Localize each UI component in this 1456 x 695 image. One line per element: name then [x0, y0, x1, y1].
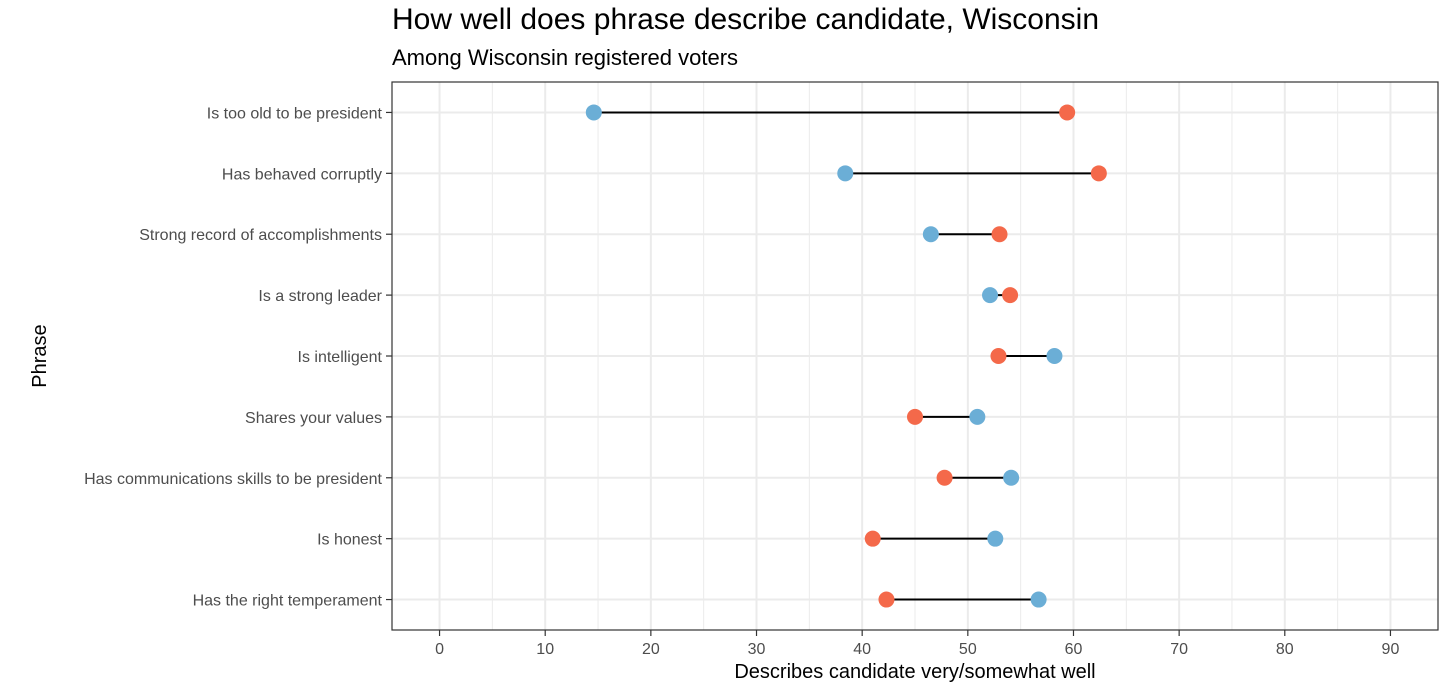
x-axis-title: Describes candidate very/somewhat well: [734, 661, 1095, 683]
category-label: Strong record of accomplishments: [139, 227, 382, 244]
point-series-1: [969, 408, 986, 425]
point-series-1: [1003, 469, 1020, 486]
x-tick-label: 20: [642, 641, 660, 658]
point-series-2: [878, 591, 895, 608]
data-points: [585, 104, 1107, 608]
axes: 0 10 20 30 40 50 60 70 80 90 Is too old to be pres…: [84, 105, 1399, 658]
point-series-1: [1030, 591, 1047, 608]
point-series-2: [1059, 104, 1076, 121]
x-tick-label: 60: [1065, 641, 1083, 658]
category-label: Has behaved corruptly: [222, 166, 382, 183]
x-tick-label: 10: [536, 641, 554, 658]
x-tick-label: 0: [435, 641, 444, 658]
category-label: Is a strong leader: [258, 288, 382, 305]
x-tick-label: 30: [748, 641, 766, 658]
category-label: Is too old to be president: [207, 105, 383, 122]
point-series-2: [1090, 165, 1107, 182]
point-series-1: [837, 165, 854, 182]
y-axis-title: Phrase: [29, 324, 51, 387]
chart-subtitle: Among Wisconsin registered voters: [392, 45, 739, 70]
category-label: Has the right temperament: [193, 593, 383, 610]
chart-title: How well does phrase describe candidate,…: [392, 3, 1100, 36]
x-tick-label: 70: [1170, 641, 1188, 658]
point-series-2: [990, 348, 1007, 364]
category-label: Has communications skills to be presiden…: [84, 471, 382, 488]
point-series-1: [982, 287, 999, 304]
point-series-2: [907, 408, 923, 425]
x-tick-label: 50: [959, 641, 977, 658]
category-label: Shares your values: [245, 410, 382, 427]
point-series-2: [991, 226, 1008, 243]
grid-lines: [392, 82, 1438, 630]
point-series-1: [922, 226, 939, 243]
point-series-2: [1002, 287, 1019, 304]
category-label: Is intelligent: [298, 349, 383, 366]
point-series-2: [936, 469, 953, 486]
x-tick-label: 80: [1276, 641, 1294, 658]
x-tick-label: 90: [1382, 641, 1400, 658]
point-series-2: [864, 530, 881, 547]
category-label: Is honest: [317, 532, 382, 549]
point-series-1: [987, 530, 1004, 547]
point-series-1: [585, 104, 602, 121]
point-series-1: [1046, 348, 1063, 364]
x-tick-label: 40: [853, 641, 871, 658]
